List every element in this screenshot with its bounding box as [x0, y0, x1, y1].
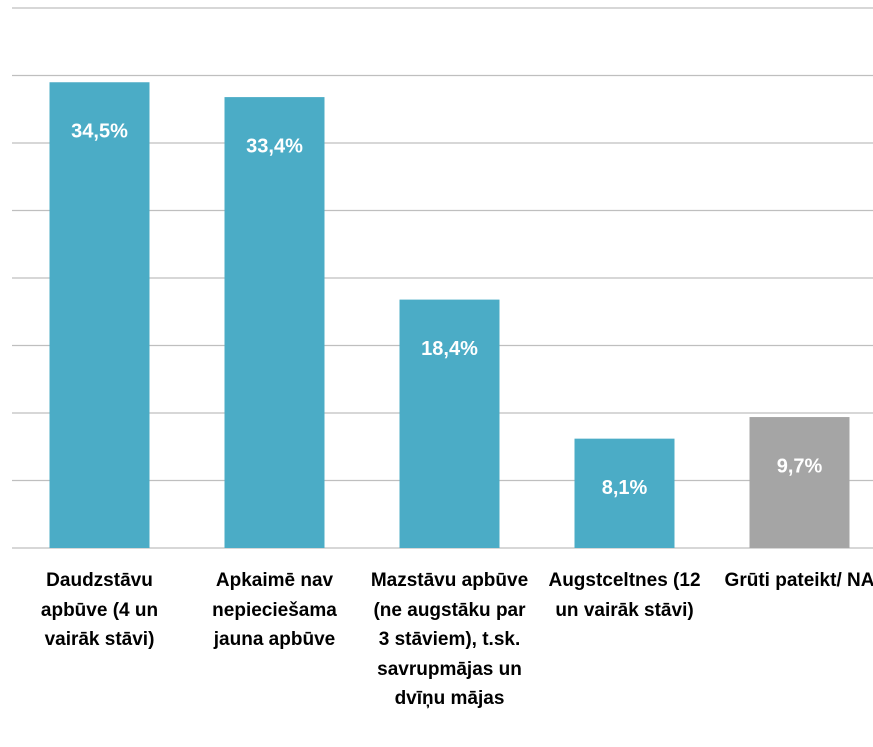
bar	[749, 417, 850, 548]
bar	[49, 82, 150, 548]
x-tick-label: Daudzstāvu apbūve (4 un vairāk stāvi)	[40, 570, 159, 650]
x-tick-label: Augstceltnes (12 un vairāk stāvi)	[548, 570, 701, 621]
x-tick-label: Mazstāvu apbūve (ne augstāku par 3 stāvi…	[370, 570, 529, 709]
data-label: 8,1%	[602, 477, 648, 499]
bar	[399, 299, 500, 548]
data-label: 34,5%	[71, 121, 128, 143]
bar	[574, 438, 675, 548]
data-label: 18,4%	[421, 338, 478, 360]
data-label: 9,7%	[777, 455, 823, 477]
data-label: 33,4%	[246, 135, 303, 157]
x-tick-label: Grūti pateikt/ NA	[724, 570, 873, 591]
bar	[224, 97, 325, 548]
x-tick-label: Apkaimē nav nepieciešama jauna apbūve	[212, 570, 337, 650]
